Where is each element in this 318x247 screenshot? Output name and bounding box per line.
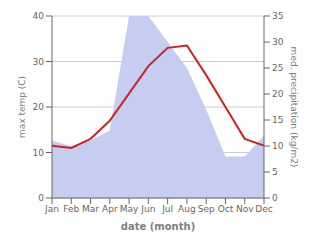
svg-text:0: 0 bbox=[272, 193, 278, 203]
svg-text:Mar: Mar bbox=[82, 204, 99, 214]
svg-text:40: 40 bbox=[33, 11, 45, 21]
svg-text:10: 10 bbox=[272, 141, 284, 151]
svg-text:Oct: Oct bbox=[218, 204, 234, 214]
svg-text:Nov: Nov bbox=[236, 204, 254, 214]
svg-text:30: 30 bbox=[272, 37, 284, 47]
svg-text:20: 20 bbox=[33, 102, 45, 112]
svg-text:Sep: Sep bbox=[198, 204, 215, 214]
svg-text:Aug: Aug bbox=[178, 204, 196, 214]
svg-text:30: 30 bbox=[33, 57, 45, 67]
svg-text:20: 20 bbox=[272, 89, 284, 99]
svg-text:Dec: Dec bbox=[255, 204, 272, 214]
svg-text:Apr: Apr bbox=[102, 204, 118, 214]
svg-text:25: 25 bbox=[272, 63, 283, 73]
svg-text:max temp (C): max temp (C) bbox=[17, 76, 27, 138]
svg-text:date (month): date (month) bbox=[121, 221, 195, 232]
svg-text:0: 0 bbox=[38, 193, 44, 203]
svg-text:med. precipitation (kg/m2): med. precipitation (kg/m2) bbox=[289, 47, 299, 168]
svg-text:10: 10 bbox=[33, 148, 45, 158]
svg-text:Jun: Jun bbox=[140, 204, 155, 214]
svg-text:Jul: Jul bbox=[161, 204, 173, 214]
svg-text:May: May bbox=[120, 204, 139, 214]
svg-text:35: 35 bbox=[272, 11, 283, 21]
svg-text:Jan: Jan bbox=[44, 204, 59, 214]
svg-text:5: 5 bbox=[272, 167, 278, 177]
svg-text:15: 15 bbox=[272, 115, 283, 125]
svg-text:Feb: Feb bbox=[63, 204, 79, 214]
